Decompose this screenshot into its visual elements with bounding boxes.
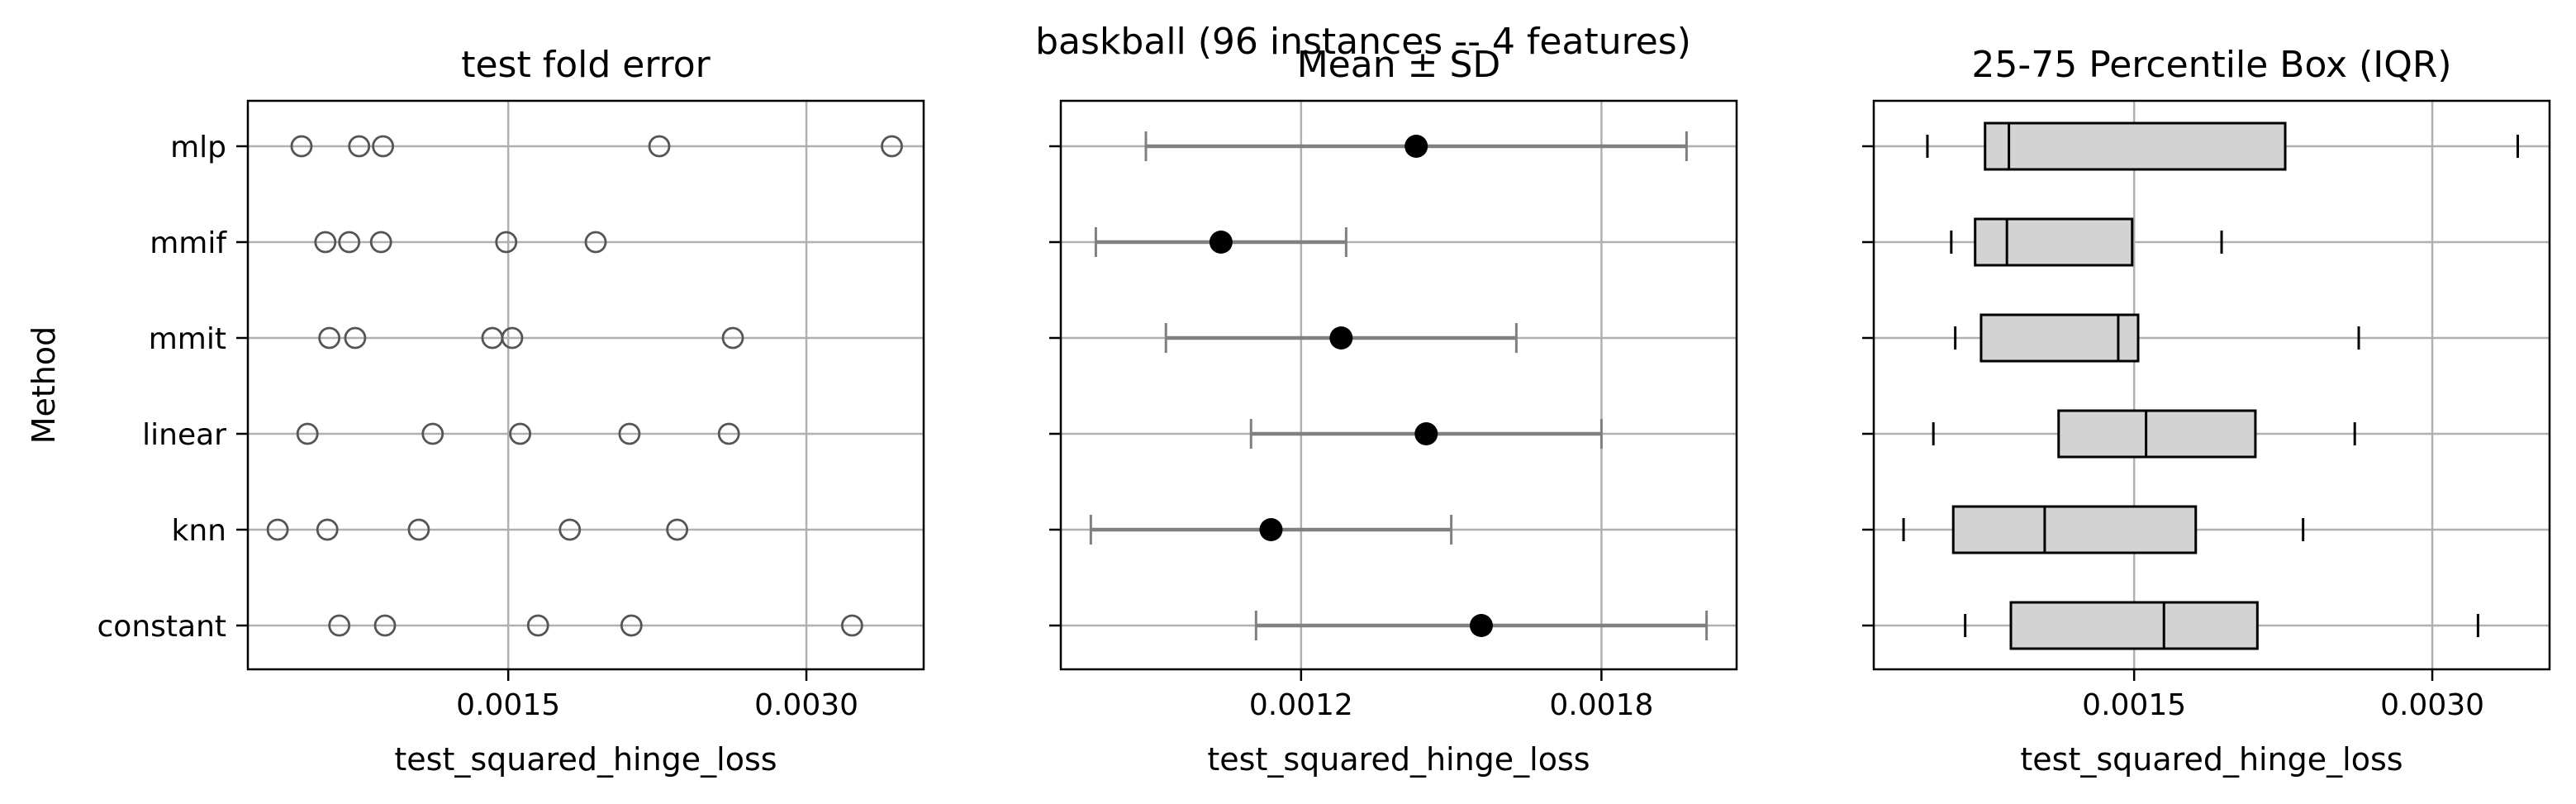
point-knn-5	[666, 518, 689, 541]
point-knn-3	[407, 518, 430, 541]
mean-point-mmif	[1209, 231, 1233, 254]
mean-point-constant	[1469, 614, 1493, 637]
panels: mlp mmif mmit linear knn constant 0.0015 0.0030…	[26, 44, 2551, 778]
mean-point-knn	[1259, 518, 1283, 541]
point-constant-5	[840, 614, 863, 637]
point-mlp-5	[881, 135, 903, 158]
point-constant-3	[526, 614, 549, 637]
x-tick-label-0: 0.0015	[2082, 688, 2186, 722]
point-mmit-4	[501, 326, 524, 350]
point-linear-5	[717, 422, 740, 445]
figure-suptitle: baskball (96 instances -- 4 features)	[1035, 21, 1691, 63]
panel-3: 0.0015 0.0030 25-75 Percentile Box (IQR) te…	[1862, 44, 2551, 778]
x-tick-label-0: 0.0015	[456, 688, 560, 722]
point-knn-2	[316, 518, 339, 541]
x-tick-label-1: 0.0030	[754, 688, 858, 722]
y-tick-label-mmif: mmif	[150, 226, 227, 260]
x-axis-label: test_squared_hinge_loss	[2020, 741, 2403, 778]
point-mmif-1	[314, 231, 337, 254]
x-axis-label: test_squared_hinge_loss	[1207, 741, 1590, 778]
box-mlp	[1984, 121, 2287, 171]
point-linear-4	[618, 422, 641, 445]
x-tick-label-1: 0.0030	[2380, 688, 2484, 722]
axes-frame	[246, 99, 925, 671]
point-mlp-1	[290, 135, 313, 158]
point-linear-2	[421, 422, 444, 445]
panel-title: Mean ± SD	[1297, 44, 1501, 86]
point-constant-1	[328, 614, 351, 637]
x-tick-label-1: 0.0018	[1549, 688, 1653, 722]
box-mmif	[1974, 217, 2134, 267]
y-tick-label-linear: linear	[142, 418, 226, 452]
point-mmif-3	[369, 231, 392, 254]
box-knn	[1951, 505, 2198, 554]
y-tick-label-mlp: mlp	[170, 131, 226, 164]
point-knn-4	[558, 518, 582, 541]
axes-frame	[1872, 99, 2551, 671]
panel-title: test fold error	[461, 44, 711, 86]
point-mmif-5	[584, 231, 607, 254]
point-constant-4	[620, 614, 643, 637]
panel-2: 0.0012 0.0018 Mean ± SD test_squared_hinge_…	[1049, 44, 1738, 778]
mean-point-linear	[1414, 422, 1438, 445]
box-constant	[2009, 601, 2259, 650]
y-tick-label-constant: constant	[97, 610, 227, 644]
box-linear	[2057, 409, 2257, 459]
y-tick-label-mmit: mmit	[149, 322, 226, 356]
x-axis-label: test_squared_hinge_loss	[394, 741, 777, 778]
y-tick-label-knn: knn	[172, 514, 226, 548]
point-mlp-2	[348, 135, 371, 158]
x-tick-label-0: 0.0012	[1249, 688, 1353, 722]
point-mmit-5	[721, 326, 744, 350]
mean-point-mlp	[1404, 135, 1428, 158]
point-linear-1	[296, 422, 319, 445]
box-mmit	[1980, 313, 2140, 363]
point-mmit-2	[344, 326, 367, 350]
point-mmif-2	[338, 231, 361, 254]
axes-frame	[1059, 99, 1738, 671]
point-constant-2	[373, 614, 397, 637]
point-mmit-1	[318, 326, 341, 350]
point-knn-1	[266, 518, 289, 541]
y-axis-label: Method	[26, 326, 62, 445]
panel-title: 25-75 Percentile Box (IQR)	[1971, 44, 2451, 86]
mean-point-mmit	[1329, 326, 1353, 350]
point-mlp-3	[372, 135, 395, 158]
panel-1: mlp mmif mmit linear knn constant 0.0015 0.0030…	[26, 44, 925, 778]
point-mmif-4	[495, 231, 518, 254]
point-linear-3	[509, 422, 532, 445]
point-mlp-4	[648, 135, 671, 158]
